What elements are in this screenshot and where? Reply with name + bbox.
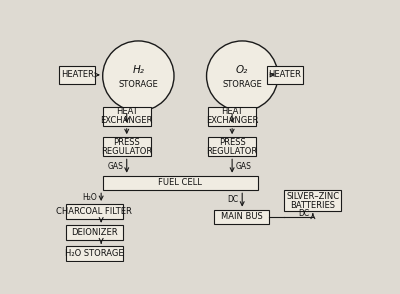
Bar [66, 246, 123, 261]
Bar [284, 190, 341, 211]
Bar [214, 210, 268, 224]
Bar [208, 137, 256, 156]
Bar [267, 66, 303, 84]
Text: H₂: H₂ [132, 65, 144, 75]
Text: H₂O STORAGE: H₂O STORAGE [65, 249, 124, 258]
Text: CHARCOAL FILTER: CHARCOAL FILTER [56, 207, 132, 216]
Text: EXCHANGER: EXCHANGER [100, 116, 153, 125]
Text: BATTERIES: BATTERIES [290, 201, 335, 210]
Text: H₂O: H₂O [83, 193, 98, 202]
Text: FUEL CELL: FUEL CELL [158, 178, 202, 188]
Bar [103, 137, 151, 156]
Text: HEATER: HEATER [268, 70, 301, 79]
Ellipse shape [103, 41, 174, 111]
Text: DEIONIZER: DEIONIZER [71, 228, 118, 237]
Text: HEATER: HEATER [61, 70, 94, 79]
Bar [208, 107, 256, 126]
Text: REGULATOR: REGULATOR [206, 147, 258, 156]
Text: GAS: GAS [236, 161, 252, 171]
Text: HEAT: HEAT [221, 107, 243, 116]
Text: REGULATOR: REGULATOR [101, 147, 152, 156]
Text: PRESS: PRESS [219, 138, 246, 147]
Text: DC: DC [227, 196, 238, 204]
Bar [59, 66, 95, 84]
Text: GAS: GAS [107, 161, 123, 171]
Bar [66, 204, 123, 219]
Text: STORAGE: STORAGE [118, 80, 158, 89]
Bar [66, 225, 123, 240]
Ellipse shape [206, 41, 278, 111]
Bar [103, 107, 151, 126]
Text: STORAGE: STORAGE [222, 80, 262, 89]
Text: MAIN BUS: MAIN BUS [220, 213, 262, 221]
Text: PRESS: PRESS [113, 138, 140, 147]
Text: O₂: O₂ [236, 65, 248, 75]
Bar [103, 176, 258, 190]
Text: EXCHANGER: EXCHANGER [206, 116, 258, 125]
Text: HEAT: HEAT [116, 107, 138, 116]
Text: SILVER–ZINC: SILVER–ZINC [286, 191, 339, 201]
Text: DC: DC [298, 209, 309, 218]
